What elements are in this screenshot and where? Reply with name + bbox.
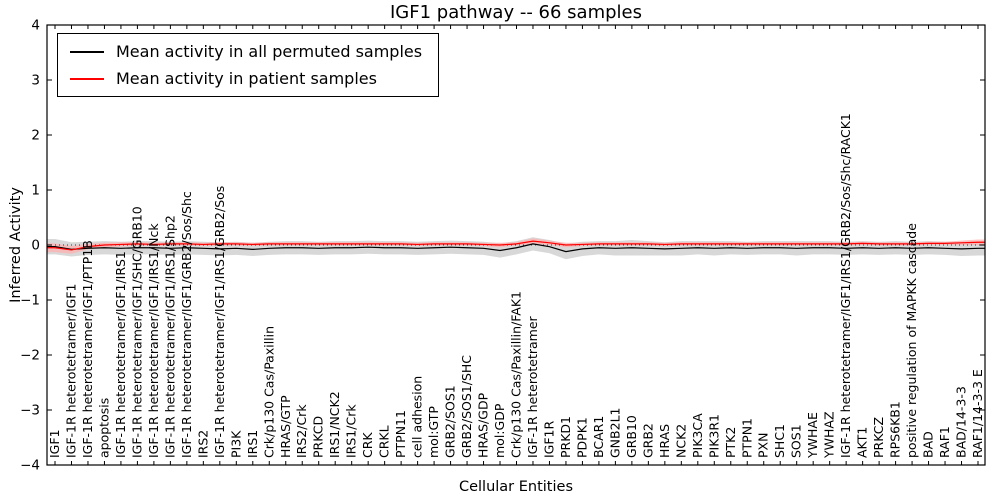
x-category-label: IGF1: [47, 429, 62, 458]
x-category-label: PTPN11: [393, 410, 408, 458]
svg-text:−2: −2: [20, 348, 40, 364]
svg-text:1: 1: [31, 183, 40, 199]
x-category-label: GRB2/SOS1: [443, 385, 458, 458]
x-category-label: PTK2: [723, 427, 738, 458]
x-category-label: CRKL: [377, 425, 392, 458]
x-category-label: GNB2L1: [607, 408, 622, 458]
x-category-label: IGF-1R heterotetramer/IGF1/IRS1: [113, 251, 128, 458]
x-category-label: PRKCZ: [871, 417, 886, 458]
x-category-label: PTPN1: [739, 418, 754, 458]
legend-item-permuted: Mean activity in all permuted samples: [70, 42, 422, 61]
x-category-label: PIK3CA: [690, 413, 705, 458]
x-category-label: BCAR1: [591, 416, 606, 458]
x-category-label: PRKCD: [311, 416, 326, 458]
x-category-label: IRS1: [245, 430, 260, 458]
x-category-label: CRK: [360, 432, 375, 458]
legend-swatch-1: [70, 77, 104, 80]
legend-swatch-0: [70, 50, 104, 53]
x-category-label: Crk/p130 Cas/Paxillin: [261, 326, 276, 458]
legend-item-patient: Mean activity in patient samples: [70, 69, 422, 88]
svg-text:−4: −4: [20, 458, 40, 474]
x-axis-ticks: IGF1 IGF-1R heterotetramer/IGF1 IGF-1R het…: [47, 25, 985, 465]
series-line-0: [47, 243, 985, 253]
x-category-label: IGF-1R heterotetramer/IGF1: [63, 284, 78, 458]
x-category-label: PRKD1: [558, 416, 573, 458]
x-category-label: IGF-1R heterotetramer/IGF1/SHC/GRB10: [129, 206, 144, 458]
x-category-label: cell adhesion: [410, 376, 425, 458]
x-category-label: HRAS/GTP: [278, 395, 293, 458]
x-category-label: IGF-1R heterotetramer/IGF1/IRS1/GRB2/Sos: [212, 186, 227, 458]
x-category-label: HRAS/GDP: [476, 392, 491, 458]
legend: Mean activity in all permuted samples Me…: [57, 33, 440, 97]
x-category-label: GRB2: [640, 423, 655, 458]
x-category-label: RPS6KB1: [888, 401, 903, 458]
x-category-label: positive regulation of MAPKK cascade: [904, 223, 919, 458]
x-category-label: SOS1: [789, 424, 804, 458]
y-axis-ticks: −4 −3 −2 −1 0 1 2 3 4: [20, 18, 985, 474]
x-category-label: IRS1/NCK2: [327, 391, 342, 458]
x-category-label: IGF-1R heterotetramer/IGF1/IRS1/Nck: [146, 223, 161, 458]
x-category-label: IGF-1R heterotetramer/IGF1/PTP1B: [80, 240, 95, 458]
x-category-label: GRB10: [624, 415, 639, 458]
x-category-label: IRS2: [195, 430, 210, 458]
svg-text:−1: −1: [20, 293, 40, 309]
legend-label-patient: Mean activity in patient samples: [116, 69, 377, 88]
x-category-label: IGF-1R heterotetramer/IGF1/IRS1/Shp2: [162, 215, 177, 458]
x-category-label: BAD: [921, 431, 936, 458]
x-category-label: PI3K: [228, 430, 243, 458]
x-category-label: mol:GTP: [426, 406, 441, 458]
svg-text:2: 2: [31, 128, 40, 144]
x-category-label: mol:GDP: [492, 403, 507, 458]
x-category-label: BAD/14-3-3: [954, 386, 969, 458]
x-category-label: AKT1: [855, 427, 870, 458]
x-category-label: IRS1/Crk: [344, 404, 359, 458]
x-category-label: RAF1: [937, 426, 952, 458]
x-category-label: RAF1/14-3-3 E: [970, 369, 985, 458]
confidence-band-1: [47, 238, 985, 254]
x-category-label: PIK3R1: [706, 414, 721, 458]
svg-text:0: 0: [31, 238, 40, 254]
x-axis-label: Cellular Entities: [458, 479, 574, 495]
x-category-label: YWHAZ: [822, 411, 837, 459]
x-category-label: HRAS: [657, 424, 672, 458]
y-axis-label: Inferred Activity: [8, 187, 24, 303]
legend-label-permuted: Mean activity in all permuted samples: [116, 42, 423, 61]
series-line-1: [47, 240, 985, 251]
x-category-label: SHC1: [772, 424, 787, 458]
x-category-label: IGF-1R heterotetramer: [525, 315, 540, 458]
x-category-label: PDPK1: [574, 417, 589, 458]
x-category-label: IGF1R: [541, 420, 556, 458]
x-category-label: IGF-1R heterotetramer/IGF1/GRB2/Sos/Shc: [179, 191, 194, 458]
x-category-label: apoptosis: [96, 398, 111, 458]
x-category-label: GRB2/SOS1/SHC: [459, 355, 474, 458]
chart-title: IGF1 pathway -- 66 samples: [390, 2, 642, 23]
x-category-label: NCK2: [673, 424, 688, 458]
x-category-label: Crk/p130 Cas/Paxillin/FAK1: [509, 291, 524, 458]
x-category-label: YWHAE: [805, 412, 820, 459]
svg-text:−3: −3: [20, 403, 40, 419]
svg-text:3: 3: [31, 73, 40, 89]
x-category-label: PXN: [756, 433, 771, 458]
x-category-label: IGF-1R heterotetramer/IGF1/IRS1/GRB2/Sos…: [838, 113, 853, 458]
x-category-label: IRS2/Crk: [294, 404, 309, 458]
svg-text:4: 4: [31, 18, 40, 34]
